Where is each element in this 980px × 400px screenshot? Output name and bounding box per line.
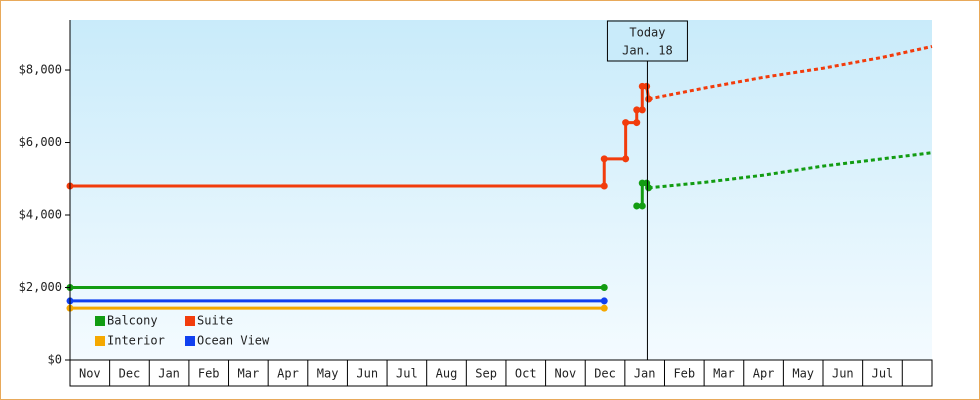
legend-label: Suite <box>197 314 233 328</box>
x-tick-label: Oct <box>515 367 537 381</box>
point <box>633 202 641 210</box>
point <box>600 155 608 163</box>
legend-label: Ocean View <box>197 334 270 348</box>
x-tick-label: Jul <box>872 367 894 381</box>
forecast-line <box>648 44 933 101</box>
point <box>600 297 608 305</box>
x-tick-label: Sep <box>475 367 497 381</box>
today-box <box>606 20 688 62</box>
point <box>645 95 653 103</box>
legend-swatch <box>95 316 105 326</box>
x-tick-label: Jan <box>634 367 656 381</box>
x-tick-label: Jul <box>396 367 418 381</box>
y-tick-label: $4,000 <box>19 208 62 222</box>
point <box>633 119 641 127</box>
x-tick-label: Dec <box>119 367 141 381</box>
point <box>600 304 608 312</box>
legend-swatch <box>185 336 195 346</box>
today-date: Jan. 18 <box>622 44 673 58</box>
point <box>622 155 630 163</box>
x-tick-label: May <box>792 367 814 381</box>
x-tick-label: Jan <box>158 367 180 381</box>
point <box>600 182 608 190</box>
y-tick-label: $2,000 <box>19 280 62 294</box>
legend-swatch <box>95 336 105 346</box>
x-tick-label: Apr <box>753 367 775 381</box>
y-tick-label: $8,000 <box>19 63 62 77</box>
x-tick-label: Feb <box>673 367 695 381</box>
point <box>622 119 630 127</box>
x-tick-label: Jun <box>832 367 854 381</box>
x-tick-label: May <box>317 367 339 381</box>
x-tick-label: Nov <box>79 367 101 381</box>
today-label: Today <box>629 26 665 40</box>
point <box>638 106 646 114</box>
point <box>645 184 653 192</box>
x-tick-label: Dec <box>594 367 616 381</box>
y-tick-label: $0 <box>48 353 62 367</box>
x-axis-band <box>69 359 933 387</box>
x-tick-label: Jun <box>356 367 378 381</box>
x-tick-label: Mar <box>238 367 260 381</box>
point <box>643 82 651 90</box>
legend-label: Balcony <box>107 314 158 328</box>
x-tick-label: Feb <box>198 367 220 381</box>
x-tick-label: Mar <box>713 367 735 381</box>
legend-swatch <box>185 316 195 326</box>
x-tick-label: Apr <box>277 367 299 381</box>
legend-label: Interior <box>107 334 165 348</box>
point <box>600 284 608 292</box>
plot-background <box>70 20 932 360</box>
x-tick-label: Nov <box>555 367 577 381</box>
x-tick-label: Aug <box>436 367 458 381</box>
point <box>633 106 641 114</box>
y-tick-label: $6,000 <box>19 135 62 149</box>
point <box>638 202 646 210</box>
